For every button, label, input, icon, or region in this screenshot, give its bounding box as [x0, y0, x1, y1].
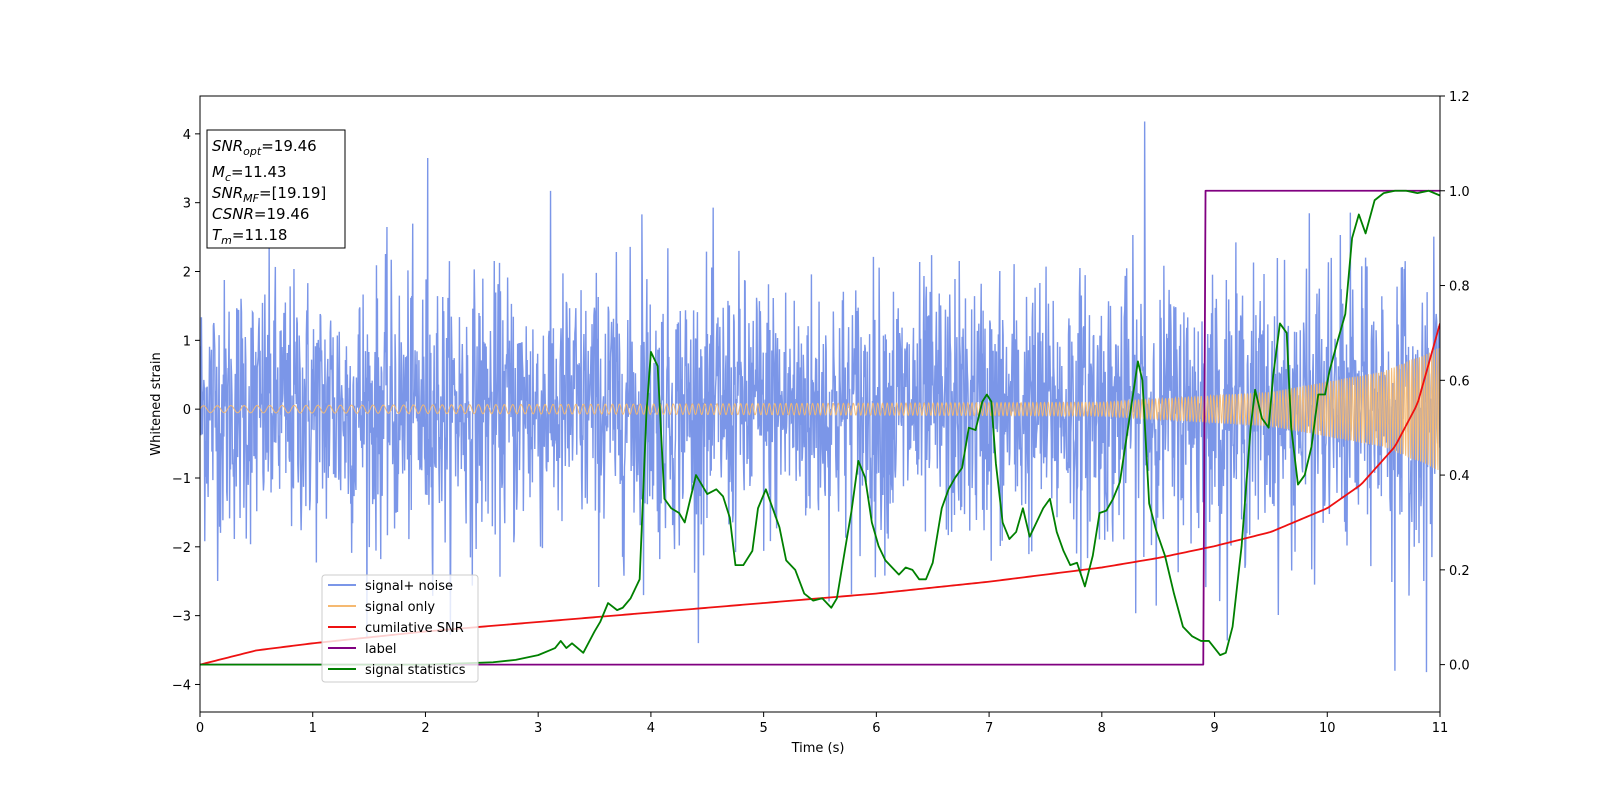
plot-frame	[199, 95, 1441, 713]
y-axis-left: −4 −3 −2 −1 0 1 2 3 4	[172, 128, 200, 693]
x-tick-label: 5	[759, 721, 767, 736]
y-right-tick-label: 0.2	[1449, 564, 1470, 579]
x-tick-label: 2	[421, 721, 429, 736]
y-left-tick-label: −2	[172, 541, 191, 556]
y-right-tick-label: 1.0	[1449, 185, 1470, 200]
x-tick-label: 0	[196, 721, 204, 736]
info-box-line: CSNR=19.46	[212, 205, 309, 223]
y-left-tick-label: 2	[183, 266, 191, 281]
y-right-tick-label: 0.8	[1449, 280, 1470, 295]
y-left-tick-label: −1	[172, 472, 191, 487]
y-left-tick-label: 4	[183, 128, 191, 143]
legend-label: signal statistics	[365, 663, 466, 678]
x-tick-label: 9	[1210, 721, 1218, 736]
series-line-signal-statistics	[200, 189, 1440, 666]
y-axis-label: Whitened strain	[149, 352, 164, 455]
y-right-tick-label: 0.6	[1449, 374, 1470, 389]
info-box-line: Mc=11.43	[212, 163, 287, 184]
x-tick-label: 11	[1432, 721, 1449, 736]
legend-label: signal+ noise	[365, 579, 453, 594]
y-right-tick-label: 0.4	[1449, 469, 1470, 484]
y-axis-right: 0.0 0.2 0.4 0.6 0.8 1.0 1.2	[1440, 90, 1470, 674]
x-tick-label: 8	[1098, 721, 1106, 736]
legend-label: label	[365, 642, 396, 657]
x-tick-label: 3	[534, 721, 542, 736]
info-box: SNRopt=19.46 Mc=11.43SNRMF=[19.19]CSNR=19…	[206, 129, 346, 249]
legend-label: cumilative SNR	[365, 621, 464, 636]
legend: signal+ noise signal only cumilative SNR la…	[321, 574, 479, 683]
info-box-frame	[206, 129, 346, 249]
y-right-tick-label: 1.2	[1449, 90, 1470, 105]
x-axis: 0 1 2 3 4 5 6 7 8 9 10 11	[196, 712, 1448, 736]
x-tick-label: 1	[309, 721, 317, 736]
x-tick-label: 4	[647, 721, 655, 736]
y-left-tick-label: 0	[183, 403, 191, 418]
series-line-signal-only	[200, 348, 1440, 471]
info-box-line: SNRopt=19.46	[212, 137, 317, 158]
y-left-tick-label: −3	[172, 610, 191, 625]
info-box-line: Tm=11.18	[212, 226, 287, 247]
y-right-tick-label: 0.0	[1449, 659, 1470, 674]
y-left-tick-label: 3	[183, 197, 191, 212]
x-tick-label: 6	[872, 721, 880, 736]
x-tick-label: 10	[1319, 721, 1336, 736]
y-left-tick-label: 1	[183, 334, 191, 349]
info-box-line: SNRMF=[19.19]	[212, 184, 326, 205]
x-tick-label: 7	[985, 721, 993, 736]
series-line-label	[200, 189, 1440, 666]
legend-label: signal only	[365, 600, 435, 615]
legend-frame	[321, 574, 479, 683]
y-left-tick-label: −4	[172, 678, 191, 693]
x-axis-label: Time (s)	[791, 741, 845, 756]
